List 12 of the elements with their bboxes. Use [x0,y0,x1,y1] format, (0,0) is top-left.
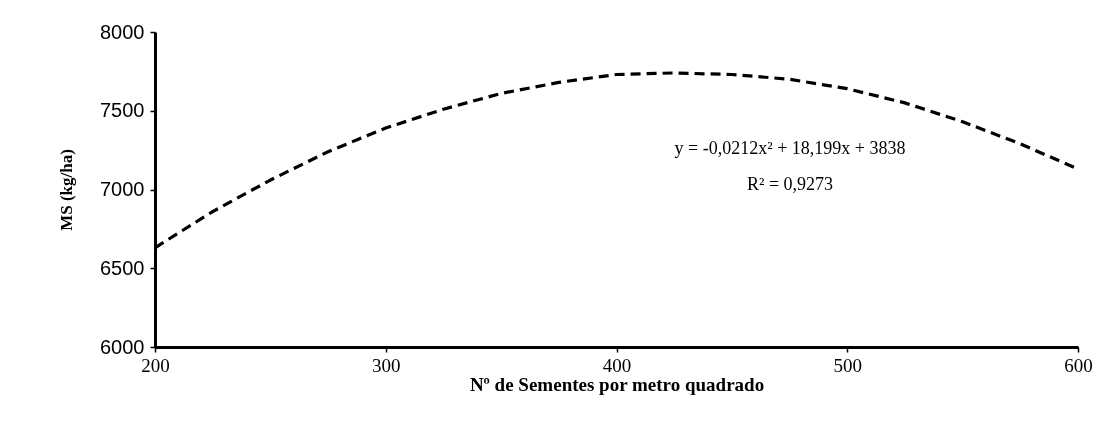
x-tick-label: 400 [602,354,632,376]
y-axis-title: MS (kg/ha) [57,149,77,231]
x-axis-title: Nº de Sementes por metro quadrado [469,373,765,395]
x-tick-label: 600 [1064,354,1093,376]
y-tick-label: 8000 [100,20,145,43]
x-tick-label: 300 [372,354,401,376]
x-tick-label: 500 [833,354,862,376]
y-tick-label: 6500 [100,256,145,279]
y-tick-label: 7500 [100,99,145,122]
annotation: y = -0,0212x² + 18,199x + 3838 [674,137,906,158]
annotation: R² = 0,9273 [746,173,834,194]
y-tick-label: 7000 [100,178,145,200]
